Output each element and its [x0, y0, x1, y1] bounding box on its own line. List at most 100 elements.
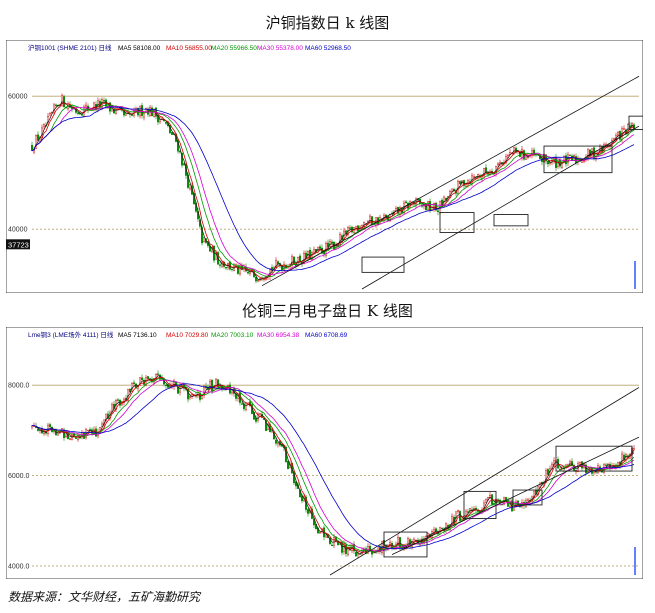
candle-body — [240, 403, 243, 405]
header-ma60: MA60 52968.50 — [305, 45, 351, 52]
candle-body — [142, 112, 145, 118]
candle-body — [132, 382, 135, 384]
candle-body — [369, 215, 372, 223]
candle-body — [341, 541, 344, 553]
candle-body — [325, 534, 328, 538]
channel-line — [391, 436, 640, 556]
candle-body — [140, 377, 143, 381]
candle-body — [347, 547, 350, 555]
candle-body — [156, 114, 159, 123]
candle-body — [327, 242, 330, 248]
ma-line-ma30 — [31, 105, 635, 275]
consolidation-box — [628, 115, 643, 130]
consolidation-box — [439, 212, 475, 233]
candle-body — [134, 383, 137, 389]
candle-body — [457, 510, 460, 512]
candle-body — [214, 378, 217, 387]
candle-body — [307, 509, 310, 514]
candle-body — [569, 154, 572, 156]
candle-body — [61, 95, 64, 106]
candle-body — [188, 396, 191, 398]
candle-body — [485, 167, 488, 173]
candle-body — [339, 233, 342, 245]
candle-body — [309, 249, 312, 260]
header-ma60: MA60 6708.69 — [305, 332, 348, 339]
consolidation-box — [543, 145, 613, 174]
candle-body — [331, 241, 334, 244]
candle-body — [202, 237, 205, 242]
y-tick-label: 40000 — [8, 227, 28, 234]
candle-body — [140, 105, 143, 116]
candle-body — [293, 256, 296, 265]
header-symbol: Lme铜3 (LME场外 4111) 日线 — [28, 330, 114, 339]
consolidation-box — [361, 256, 405, 273]
candle-body — [146, 376, 149, 379]
header-ma10: MA10 7029.80 — [166, 332, 209, 339]
candle-body — [345, 230, 348, 235]
candle-body — [377, 547, 380, 552]
candle-body — [69, 438, 72, 440]
candle-body — [399, 537, 402, 548]
price-tag-box — [6, 239, 30, 250]
header-ma5: MA5 58108.00 — [118, 45, 161, 52]
candle-body — [202, 387, 205, 396]
candle-body — [164, 384, 167, 386]
candle-body — [230, 268, 233, 270]
candle-body — [43, 124, 46, 127]
header-ma30: MA30 55378.00 — [257, 45, 303, 52]
candle-body — [216, 379, 219, 388]
ma-line-ma60 — [31, 106, 635, 272]
candle-body — [295, 481, 298, 487]
ma-line-ma60 — [31, 383, 635, 550]
candle-body — [445, 523, 448, 531]
candle-body — [86, 429, 89, 432]
candle-body — [104, 413, 107, 421]
candle-body — [156, 373, 159, 375]
y-tick-label: 8000.0 — [8, 383, 30, 390]
candle-body — [76, 112, 79, 114]
candle-body — [313, 249, 316, 254]
candle-body — [319, 246, 322, 249]
candle-body — [116, 399, 119, 401]
candle-body — [617, 131, 620, 135]
candle-body — [37, 428, 40, 431]
candle-body — [441, 527, 444, 530]
candlestick-chart-shfe: 沪铜1001 (SHME 2101) 日线 MA5 58108.00 MA10 56… — [6, 40, 643, 293]
chart-svg: Lme铜3 (LME场外 4111) 日线 MA5 7136.10 MA10 702… — [6, 327, 643, 579]
candle-body — [238, 265, 241, 274]
candle-body — [317, 246, 320, 251]
candle-body — [533, 149, 536, 156]
candle-body — [275, 260, 278, 268]
source-note: 数据来源：文华财经，五矿海勤研究 — [8, 590, 201, 604]
candle-body — [176, 140, 179, 152]
candle-body — [355, 552, 358, 557]
candle-body — [613, 138, 616, 140]
candle-body — [164, 122, 167, 124]
candle-body — [407, 538, 410, 547]
candle-body — [63, 96, 66, 108]
consolidation-box — [512, 489, 543, 506]
candle-body — [623, 128, 626, 130]
candle-body — [265, 420, 268, 431]
candle-body — [541, 158, 544, 162]
candlestick-chart-lme: Lme铜3 (LME场外 4111) 日线 MA5 7136.10 MA10 702… — [6, 327, 643, 579]
candle-body — [277, 261, 280, 264]
candle-body — [497, 162, 500, 166]
candle-body — [152, 108, 155, 117]
candle-body — [287, 460, 290, 469]
candle-body — [170, 132, 173, 135]
candle-body — [333, 537, 336, 546]
chart-title-lme: 伦铜三月电子盘日 K 线图 — [242, 302, 413, 320]
candle-body — [242, 403, 245, 410]
candle-body — [116, 107, 119, 110]
header-ma20: MA20 55966.50 — [211, 45, 257, 52]
candle-body — [49, 113, 52, 116]
candle-body — [31, 425, 34, 428]
y-tick-label: 60000 — [8, 94, 28, 101]
ma-line-ma5 — [31, 375, 635, 555]
candle-body — [395, 208, 398, 211]
candle-body — [210, 379, 213, 392]
header-ma20: MA20 7003.10 — [211, 332, 254, 339]
candle-body — [271, 267, 274, 271]
consolidation-box — [463, 490, 497, 519]
